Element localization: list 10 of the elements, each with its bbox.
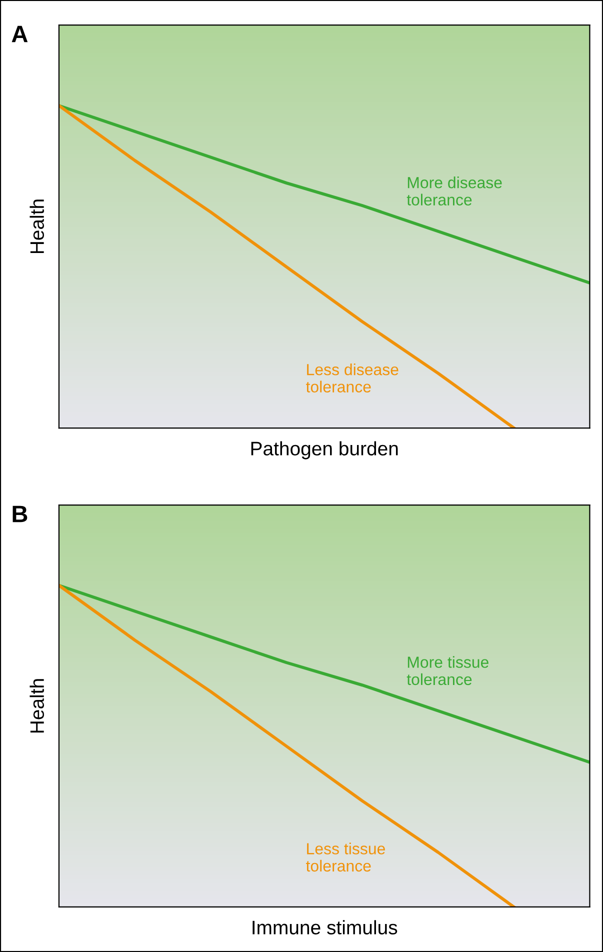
text: A [12,26,28,42]
y-axis-title: Health [30,200,44,254]
series-label: More tissue tolerance [406,656,488,686]
series-label: Less tissue tolerance [306,842,385,872]
y-axis-title: Health [30,679,44,733]
series-label: Less disease tolerance [306,364,398,392]
x-axis-title: Pathogen burden [251,441,398,460]
text: B [12,506,28,522]
series-label: More disease tolerance [406,176,502,206]
x-axis-title: Immune stimulus [252,920,398,934]
